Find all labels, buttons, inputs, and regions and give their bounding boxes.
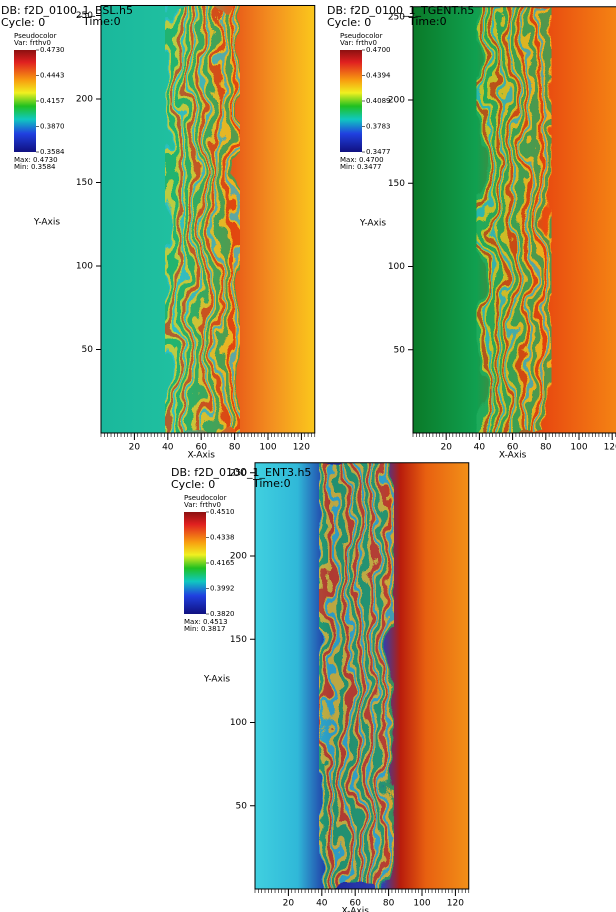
y-axis-title: Y-Axis [33, 218, 60, 228]
legend-var: Var: frthv0 [184, 501, 221, 509]
x-tick-label: 20 [129, 443, 141, 453]
colorbar-label: 0.4394 [366, 72, 391, 80]
colorbar [340, 50, 362, 152]
colorbar-label: 0.3584 [40, 148, 65, 156]
legend-title: Pseudocolor [340, 32, 383, 40]
max-value: Max: 0.4730 [14, 156, 58, 164]
y-tick-label: 200 [388, 96, 405, 106]
db-name: DB: f2D_0100_1_ENT3.h5 [171, 466, 311, 479]
legend-var: Var: frthv0 [340, 39, 377, 47]
x-tick-label: 120 [604, 443, 616, 453]
min-value: Min: 0.3817 [184, 625, 226, 633]
x-axis-title: X-Axis [341, 907, 369, 912]
y-tick-label: 50 [236, 801, 248, 811]
y-tick-label: 150 [388, 179, 405, 189]
x-tick-label: 100 [259, 443, 276, 453]
colorbar-label: 0.4089 [366, 97, 391, 105]
colorbar-label: 0.3783 [366, 123, 391, 131]
x-tick-label: 60 [349, 899, 361, 909]
x-tick-label: 80 [229, 443, 241, 453]
x-tick-label: 120 [447, 899, 464, 909]
y-tick-label: 200 [230, 552, 247, 562]
colorbar-label: 0.3992 [210, 585, 235, 593]
colorbar-label: 0.4157 [40, 97, 65, 105]
colorbar-label: 0.4443 [40, 72, 65, 80]
x-tick-label: 20 [283, 899, 295, 909]
x-tick-label: 40 [162, 443, 174, 453]
min-value: Min: 0.3477 [340, 163, 382, 171]
max-value: Max: 0.4700 [340, 156, 384, 164]
y-tick-label: 200 [76, 95, 93, 105]
y-axis-title: Y-Axis [359, 218, 386, 228]
x-tick-label: 20 [440, 443, 452, 453]
colorbar [184, 512, 206, 614]
db-name: DB: f2D_0100_1_BSL.h5 [1, 4, 133, 17]
x-tick-label: 120 [293, 443, 310, 453]
max-value: Max: 0.4513 [184, 618, 228, 626]
min-value: Min: 0.3584 [14, 163, 56, 171]
colorbar-label: 0.4165 [210, 559, 235, 567]
legend-var: Var: frthv0 [14, 39, 51, 47]
y-tick-label: 150 [230, 635, 247, 645]
plot-panel: 20 40 60 80 100 120 50 100 150 200 250 X-Axis Y-Axis… [327, 4, 616, 461]
colorbar-label: 0.4700 [366, 46, 391, 54]
y-tick-label: 50 [394, 345, 406, 355]
legend-title: Pseudocolor [184, 494, 227, 502]
colorbar-label: 0.4510 [210, 508, 235, 516]
y-axis-title: Y-Axis [203, 674, 230, 684]
x-tick-label: 100 [413, 899, 430, 909]
plot-panel: 20 40 60 80 100 120 50 100 150 200 250 X-Axis Y-Axis… [171, 462, 470, 912]
colorbar-label: 0.3870 [40, 123, 65, 131]
colorbar-label: 0.3820 [210, 610, 235, 618]
y-tick-label: 150 [76, 178, 93, 188]
y-tick-label: 250 [388, 12, 405, 22]
db-name: DB: f2D_0100_1_TGENT.h5 [327, 4, 474, 17]
colorbar [14, 50, 36, 152]
y-tick-label: 250 [230, 468, 247, 478]
y-tick-label: 100 [388, 262, 405, 272]
x-tick-label: 40 [474, 443, 486, 453]
colorbar-label: 0.4338 [210, 534, 235, 542]
x-axis-title: X-Axis [499, 451, 527, 461]
y-tick-label: 250 [76, 11, 93, 21]
x-tick-label: 40 [316, 899, 328, 909]
x-tick-label: 100 [570, 443, 587, 453]
x-tick-label: 80 [383, 899, 395, 909]
mixing-layer [165, 5, 240, 433]
legend-title: Pseudocolor [14, 32, 57, 40]
cycle: Cycle: 0 [171, 478, 215, 491]
colorbar-label: 0.3477 [366, 148, 391, 156]
y-tick-label: 100 [230, 718, 247, 728]
time: Time:0 [408, 15, 447, 28]
cycle: Cycle: 0 [1, 16, 45, 29]
x-tick-label: 60 [195, 443, 207, 453]
y-tick-label: 50 [82, 345, 94, 355]
x-tick-label: 60 [507, 443, 519, 453]
time: Time:0 [82, 15, 121, 28]
x-axis-title: X-Axis [187, 451, 215, 461]
plot-panel: 20 40 60 80 100 120 50 100 150 200 250 X-Axis Y-Axis… [1, 4, 316, 461]
y-tick-label: 100 [76, 262, 93, 272]
colorbar-label: 0.4730 [40, 46, 65, 54]
mixing-layer [319, 462, 394, 889]
cycle: Cycle: 0 [327, 16, 371, 29]
time: Time:0 [252, 477, 291, 490]
mixing-layer [476, 6, 552, 433]
x-tick-label: 80 [540, 443, 552, 453]
